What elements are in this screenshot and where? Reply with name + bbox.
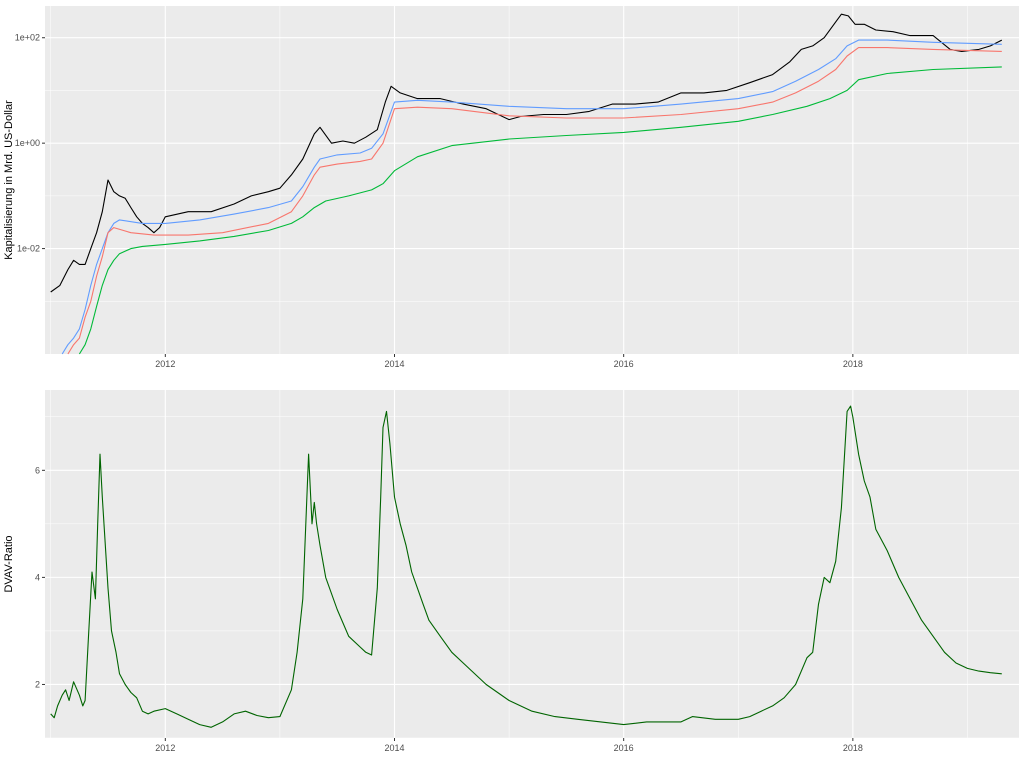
x-tick-label: 2014	[384, 359, 404, 369]
x-tick-label: 2018	[843, 359, 863, 369]
x-tick-label: 2016	[614, 743, 634, 753]
x-tick-label: 2016	[614, 359, 634, 369]
y-tick-label: 2	[35, 679, 40, 689]
y-axis-label-top: Kapitalisierung in Mrd. US-Dollar	[3, 100, 15, 260]
y-tick-label: 6	[35, 465, 40, 475]
x-ticks-bottom: 2012 2014 2016 2018	[155, 738, 863, 753]
x-tick-label: 2012	[155, 743, 175, 753]
series-bottom	[50, 405, 1002, 728]
panel-market-cap: 2012 2014 2016 2018 1e-02 1e+00 1e+02 Kapital…	[3, 6, 1019, 369]
x-ticks-top: 2012 2014 2016 2018	[155, 354, 863, 369]
x-tick-label: 2014	[384, 743, 404, 753]
y-tick-label: 1e-02	[17, 244, 40, 254]
series-line-4	[78, 66, 1002, 355]
series-top	[50, 13, 1003, 355]
series-line-3	[67, 47, 1002, 355]
x-tick-label: 2018	[843, 743, 863, 753]
y-axis-label-bottom: DVAV-Ratio	[3, 535, 15, 592]
panel-dvav-ratio: 2012 2014 2016 2018 2 4 6 DVAV-Ratio	[3, 390, 1019, 753]
y-tick-label: 1e+00	[15, 138, 40, 148]
plot-background-top	[45, 6, 1019, 354]
series-line-1	[50, 405, 1002, 728]
gridlines-top	[45, 6, 1019, 354]
y-tick-label: 1e+02	[15, 33, 40, 43]
gridlines-bottom	[45, 390, 1019, 739]
series-line-2	[61, 39, 1002, 355]
y-ticks-bottom: 2 4 6	[35, 465, 45, 689]
x-tick-label: 2012	[155, 359, 175, 369]
series-line-1	[50, 13, 1003, 293]
plot-background-bottom	[45, 390, 1019, 738]
y-tick-label: 4	[35, 572, 40, 582]
y-ticks-top: 1e-02 1e+00 1e+02	[15, 33, 45, 254]
